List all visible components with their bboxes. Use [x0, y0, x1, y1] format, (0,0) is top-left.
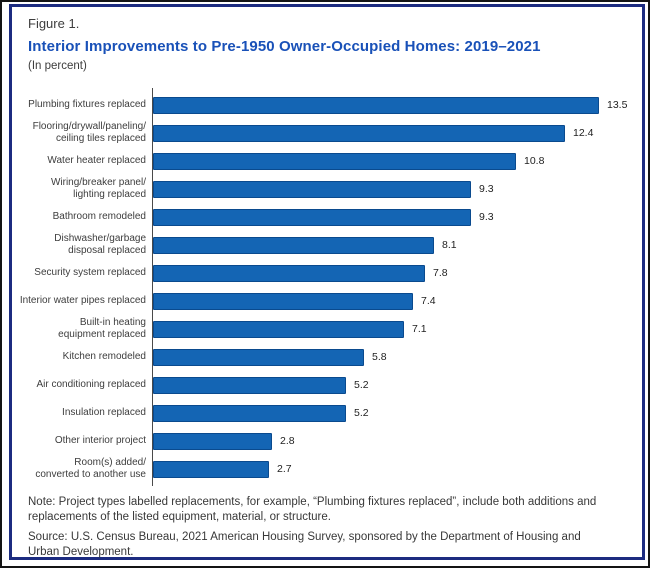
bar-row: Interior water pipes replaced 7.4: [20, 287, 628, 315]
bar-value-label: 7.1: [412, 323, 427, 335]
bar-row: Security system replaced 7.8: [28, 259, 628, 287]
bar-category-label: Interior water pipes replaced: [19, 295, 146, 306]
bar: [153, 432, 272, 450]
bar-category-label: Dishwasher/garbage disposal replaced: [54, 233, 146, 256]
bar-category-label: Room(s) added/ converted to another use: [35, 457, 146, 480]
bar-category-label: Security system replaced: [34, 267, 146, 278]
bar-category-label: Kitchen remodeled: [62, 351, 146, 362]
bar-chart: Plumbing fixtures replaced 13.5 Flooring/d…: [20, 88, 636, 486]
bar-value-label: 2.7: [277, 463, 292, 475]
bar-row: Air conditioning replaced 5.2: [28, 371, 628, 399]
bar: [153, 180, 471, 198]
bar: [153, 236, 434, 254]
bar-row: Built-in heating equipment replaced 7.1: [28, 315, 628, 343]
bar: [153, 320, 404, 338]
footer-note-text: Note: Project types labelled replacement…: [28, 496, 597, 523]
bar-value-label: 7.4: [421, 295, 436, 307]
bar: [153, 96, 599, 114]
chart-title: Interior Improvements to Pre-1950 Owner-…: [28, 38, 541, 55]
bar: [153, 460, 269, 478]
chart-axis-baseline: [152, 88, 153, 486]
bar-row: Bathroom remodeled 9.3: [28, 203, 628, 231]
bar-value-label: 13.5: [607, 99, 628, 111]
bar-category-label: Air conditioning replaced: [36, 379, 146, 390]
bar-row: Dishwasher/garbage disposal replaced 8.1: [28, 231, 628, 259]
bar-value-label: 12.4: [573, 127, 594, 139]
bar-category-label: Insulation replaced: [62, 407, 146, 418]
figure-frame-border: Figure 1. Interior Improvements to Pre-1…: [9, 4, 645, 560]
bar-row: Other interior project 2.8: [28, 427, 628, 455]
figure-content: Figure 1. Interior Improvements to Pre-1…: [20, 11, 636, 558]
bar-row: Water heater replaced 10.8: [28, 147, 628, 175]
bar-row: Kitchen remodeled 5.8: [28, 343, 628, 371]
bar-category-label: Built-in heating equipment replaced: [58, 317, 146, 340]
bar-category-label: Wiring/breaker panel/ lighting replaced: [50, 177, 146, 200]
bar: [153, 124, 565, 142]
bar-value-label: 7.8: [433, 267, 448, 279]
bar-row: Insulation replaced 5.2: [28, 399, 628, 427]
figure-footer: Note: Project types labelled replacement…: [28, 495, 634, 560]
bar-category-label: Plumbing fixtures replaced: [28, 99, 146, 110]
bar-category-label: Other interior project: [54, 435, 146, 446]
bar-row: Wiring/breaker panel/ lighting replaced 9…: [28, 175, 628, 203]
chart-units-subtitle: (In percent): [28, 60, 87, 72]
bar-category-label: Water heater replaced: [47, 155, 146, 166]
bar-chart-rows: Plumbing fixtures replaced 13.5 Flooring/d…: [20, 91, 636, 483]
bar: [153, 152, 516, 170]
figure-number-label: Figure 1.: [28, 16, 80, 31]
bar-category-label: Flooring/drywall/paneling/ ceiling tiles…: [32, 121, 146, 144]
bar-category-label: Bathroom remodeled: [52, 211, 146, 222]
bar-value-label: 10.8: [524, 155, 545, 167]
bar: [153, 208, 471, 226]
bar-row: Plumbing fixtures replaced 13.5: [28, 91, 628, 119]
bar-value-label: 8.1: [442, 239, 457, 251]
bar-value-label: 5.8: [372, 351, 387, 363]
bar: [153, 404, 346, 422]
bar: [153, 264, 425, 282]
bar: [153, 348, 364, 366]
bar-value-label: 5.2: [354, 379, 369, 391]
bar-value-label: 9.3: [479, 183, 494, 195]
bar-row: Flooring/drywall/paneling/ ceiling tiles…: [28, 119, 628, 147]
bar-value-label: 5.2: [354, 407, 369, 419]
bar: [153, 376, 346, 394]
bar-value-label: 9.3: [479, 211, 494, 223]
bar-value-label: 2.8: [280, 435, 295, 447]
footer-source-text: Source: U.S. Census Bureau, 2021 America…: [28, 531, 581, 558]
bar-row: Room(s) added/ converted to another use 2…: [28, 455, 628, 483]
bar: [153, 292, 413, 310]
